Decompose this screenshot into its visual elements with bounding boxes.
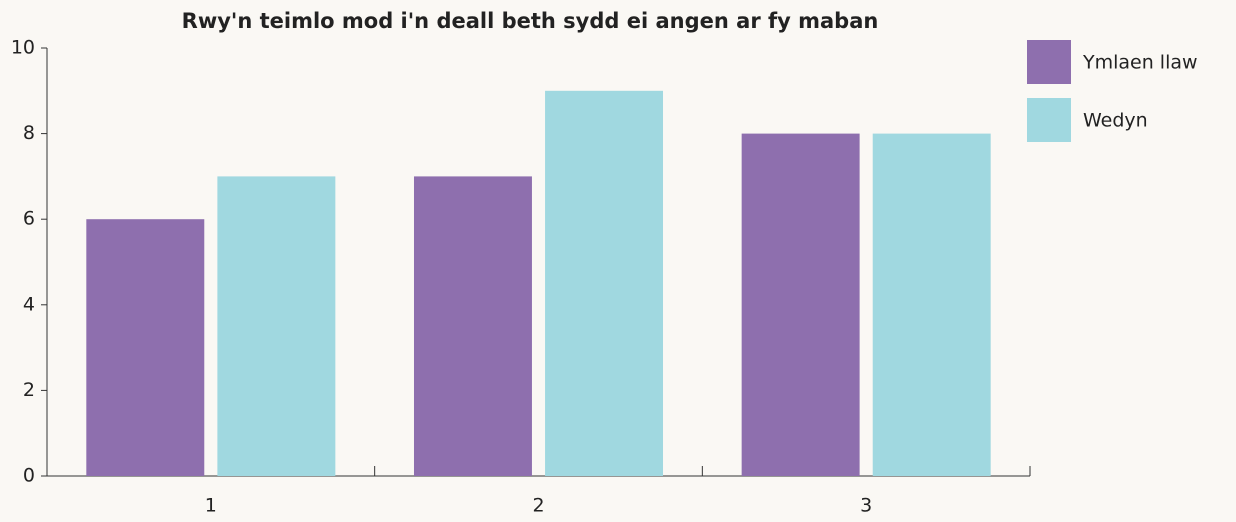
y-tick-label: 6 (23, 208, 35, 230)
x-tick-label: 3 (860, 495, 872, 517)
y-tick-label: 0 (23, 465, 35, 487)
y-tick-label: 4 (23, 293, 35, 315)
x-tick-label: 1 (205, 495, 217, 517)
bar (872, 133, 991, 476)
y-tick-label: 8 (23, 122, 35, 144)
y-tick-label: 10 (11, 37, 35, 59)
legend-swatch (1027, 98, 1071, 142)
bar (86, 219, 205, 476)
legend-swatch (1027, 40, 1071, 84)
legend-label: Ymlaen llaw (1082, 52, 1198, 74)
bar (217, 176, 336, 476)
y-tick-label: 2 (23, 379, 35, 401)
chart-title: Rwy'n teimlo mod i'n deall beth sydd ei … (182, 9, 879, 33)
x-tick-label: 2 (532, 495, 544, 517)
legend-label: Wedyn (1083, 110, 1148, 132)
bar (413, 176, 532, 476)
bar (545, 90, 664, 477)
bar (741, 133, 860, 476)
